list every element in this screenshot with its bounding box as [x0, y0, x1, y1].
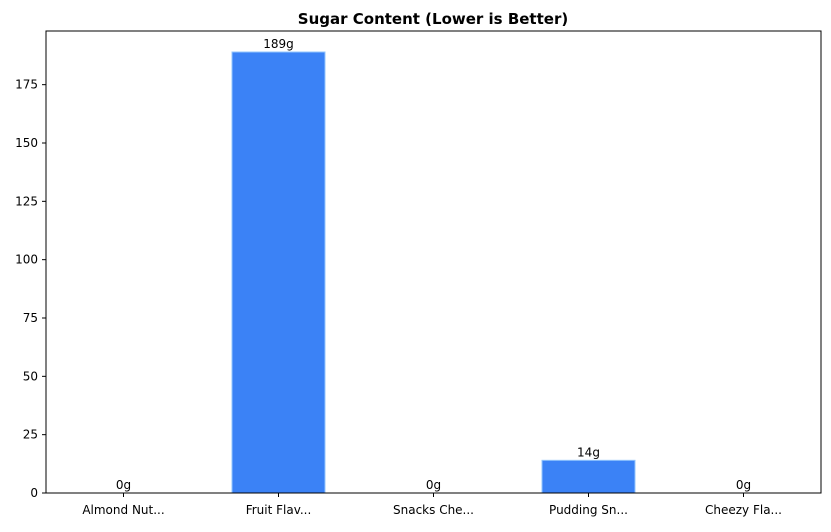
y-tick-label-6: 125: [15, 194, 38, 208]
bar-4: [541, 459, 636, 494]
data-label-2: 189g: [263, 37, 294, 51]
x-axis: Almond Nut... Fruit Flav... Snacks Che... P…: [82, 493, 782, 517]
chart-title: Sugar Content (Lower is Better): [298, 10, 568, 28]
bar-2: [231, 51, 326, 494]
y-tick-label-4: 75: [23, 311, 38, 325]
x-tick-label-1: Almond Nut...: [82, 503, 164, 517]
y-axis: 0 25 50 75 100 125 150 175: [15, 78, 46, 500]
data-label-1: 0g: [116, 478, 131, 492]
y-tick-label-7: 150: [15, 136, 38, 150]
bars-layer: [231, 51, 636, 494]
y-tick-label-8: 175: [15, 78, 38, 92]
y-tick-label-5: 100: [15, 253, 38, 267]
data-label-4: 14g: [577, 445, 600, 459]
data-label-5: 0g: [736, 478, 751, 492]
plot-frame: [45, 30, 822, 494]
x-tick-label-2: Fruit Flav...: [246, 503, 312, 517]
x-tick-label-3: Snacks Che...: [393, 503, 474, 517]
y-tick-label-3: 50: [23, 369, 38, 383]
x-tick-label-5: Cheezy Fla...: [705, 503, 782, 517]
x-tick-label-4: Pudding Sn...: [549, 503, 628, 517]
y-tick-label-2: 25: [23, 428, 38, 442]
data-label-3: 0g: [426, 478, 441, 492]
y-tick-label-1: 0: [30, 486, 38, 500]
value-labels-layer: 0g 189g 0g 14g 0g: [116, 37, 751, 492]
